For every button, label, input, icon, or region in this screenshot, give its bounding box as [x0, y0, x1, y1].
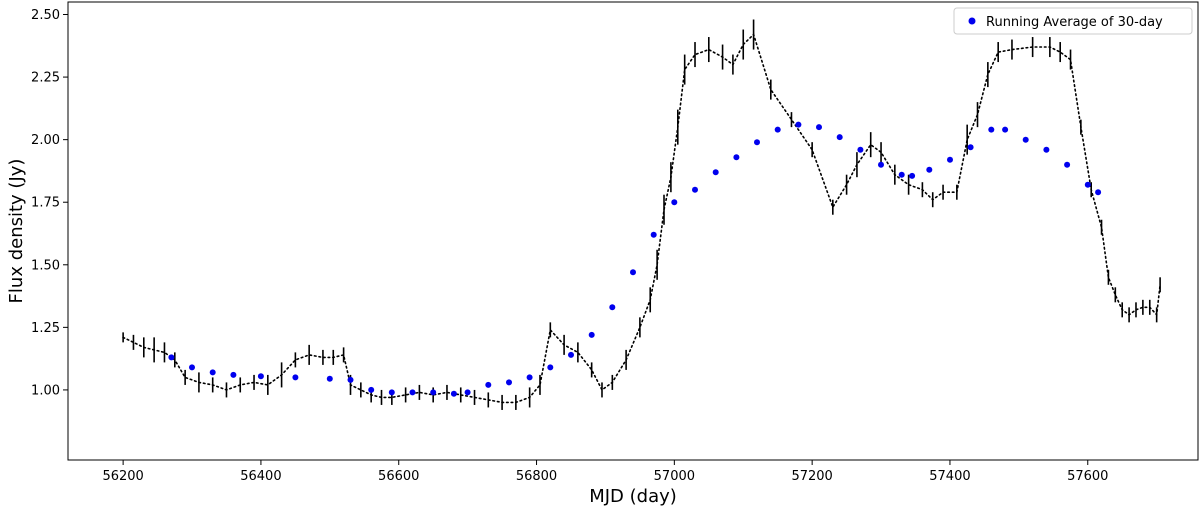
running-average-point	[1043, 146, 1050, 153]
running-average-series	[168, 121, 1102, 397]
running-average-point	[368, 386, 375, 393]
x-tick-label: 56600	[378, 469, 419, 484]
running-average-point	[430, 389, 437, 396]
running-average-point	[526, 374, 533, 381]
running-average-point	[816, 124, 822, 131]
running-average-point	[292, 374, 299, 381]
legend-label-running-average: Running Average of 30-day	[986, 15, 1163, 30]
running-average-point	[857, 146, 864, 153]
observed-series	[122, 19, 1161, 410]
running-average-point	[947, 156, 953, 163]
running-average-point	[926, 166, 933, 173]
x-tick-label: 57600	[1067, 469, 1108, 484]
running-average-point	[464, 389, 471, 396]
y-tick-label: 1.00	[31, 383, 60, 398]
running-average-point	[209, 369, 216, 376]
legend-box	[953, 7, 1193, 35]
y-tick-label: 2.00	[31, 133, 60, 148]
y-axis-label: Flux density (Jy)	[6, 159, 27, 304]
x-axis: 56200 56400 56600 56800 57000 57200 57400 57600	[102, 460, 1108, 484]
y-tick-label: 1.25	[31, 321, 60, 336]
running-average-point	[547, 364, 554, 371]
running-average-point	[257, 373, 264, 380]
running-average-point	[898, 171, 905, 178]
running-average-point	[967, 144, 974, 151]
running-average-point	[326, 375, 333, 382]
y-tick-label: 2.50	[31, 8, 60, 23]
running-average-point	[630, 269, 636, 276]
running-average-point	[774, 126, 781, 133]
running-average-point	[189, 364, 195, 371]
x-tick-label: 56400	[240, 469, 281, 484]
running-average-point	[347, 376, 354, 383]
running-average-point	[485, 381, 492, 388]
running-average-point	[568, 351, 574, 358]
running-average-point	[754, 139, 760, 146]
running-average-point	[733, 154, 740, 161]
running-average-point	[506, 379, 512, 386]
plot-frame	[67, 1, 1199, 461]
running-average-point	[230, 371, 237, 378]
y-tick-label: 2.25	[31, 71, 60, 86]
y-tick-label: 1.75	[31, 196, 60, 211]
running-average-point	[836, 134, 843, 141]
running-average-point	[1084, 181, 1091, 188]
x-tick-label: 56800	[516, 469, 557, 484]
observed-dotted-line	[122, 33, 1161, 404]
y-axis: 1.00 1.25 1.50 1.75 2.00 2.25 2.50	[31, 8, 68, 398]
running-average-point	[168, 354, 175, 361]
running-average-point	[1095, 189, 1102, 196]
x-tick-label: 57400	[929, 469, 970, 484]
x-tick-label: 57200	[791, 469, 832, 484]
x-tick-label: 57000	[654, 469, 695, 484]
running-average-point	[409, 389, 416, 396]
running-average-point	[1002, 126, 1009, 133]
running-average-point	[588, 331, 595, 338]
running-average-point	[909, 172, 916, 179]
running-average-point	[671, 199, 678, 206]
running-average-point	[878, 161, 884, 168]
running-average-point	[1022, 136, 1029, 143]
x-axis-label: MJD (day)	[589, 486, 677, 507]
running-average-point	[1064, 161, 1071, 168]
running-average-point	[712, 169, 719, 176]
running-average-point	[988, 126, 995, 133]
legend-marker-running-average	[968, 17, 976, 25]
x-tick-label: 56200	[102, 469, 143, 484]
running-average-point	[609, 304, 616, 311]
running-average-point	[450, 390, 457, 397]
running-average-point	[692, 186, 698, 193]
legend: Running Average of 30-day	[953, 7, 1193, 35]
running-average-point	[388, 389, 395, 396]
running-average-point	[650, 231, 657, 238]
y-tick-label: 1.50	[31, 258, 60, 273]
running-average-point	[795, 121, 802, 128]
